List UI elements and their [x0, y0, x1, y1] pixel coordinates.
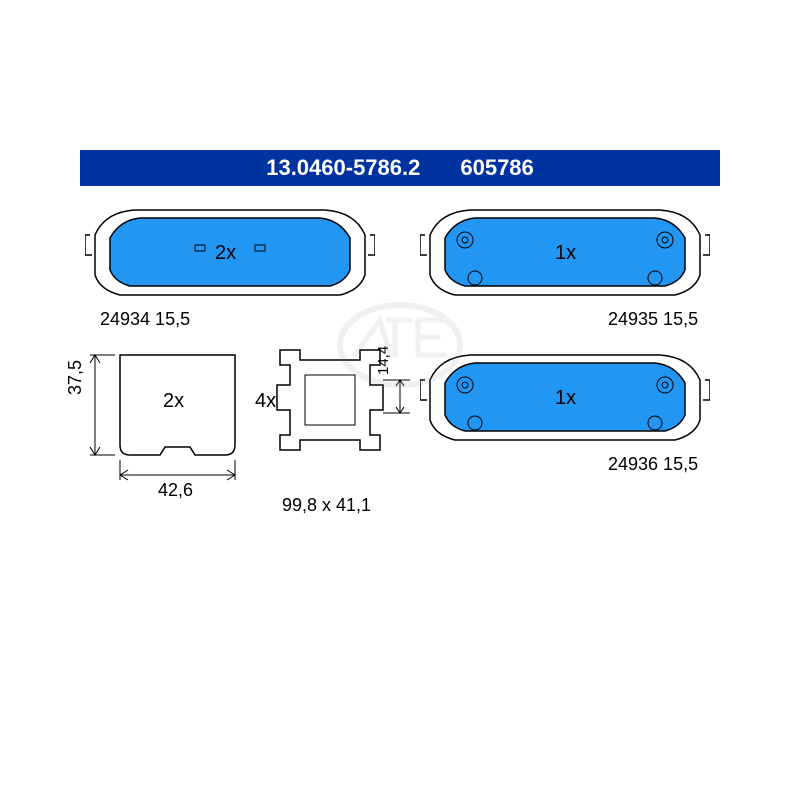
qty-label-top-right: 1x	[555, 242, 576, 265]
ref-label-top-left: 24934 15,5	[100, 309, 190, 330]
qty-label-clip: 4x	[255, 390, 276, 413]
header-bar: 13.0460-5786.2 605786	[80, 150, 720, 186]
watermark-icon	[330, 295, 470, 395]
qty-label-top-left: 2x	[215, 242, 236, 265]
ref-label-top-right: 24935 15,5	[608, 309, 698, 330]
ref-label-bottom-right: 24936 15,5	[608, 454, 698, 475]
qty-label-shim: 2x	[163, 390, 184, 413]
clip-size-label: 99,8 x 41,1	[282, 495, 371, 516]
shim-width-label: 42,6	[158, 480, 193, 501]
part-number-secondary: 605786	[460, 155, 533, 181]
qty-label-bottom-right: 1x	[555, 387, 576, 410]
part-number-primary: 13.0460-5786.2	[266, 155, 420, 181]
shim-height-label: 37,5	[65, 360, 86, 395]
